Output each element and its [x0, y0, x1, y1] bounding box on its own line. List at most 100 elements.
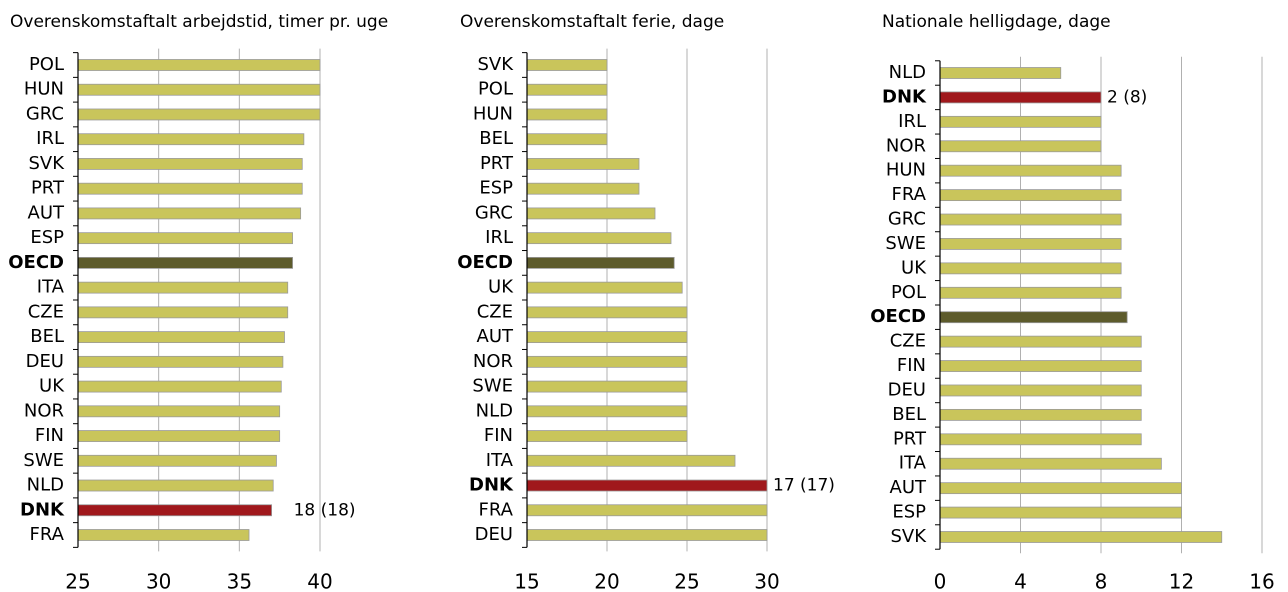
bar: [526, 380, 688, 393]
bar: [526, 232, 672, 245]
category-label: DEU: [888, 379, 926, 400]
bar: [939, 189, 1122, 202]
category-label: CZE: [28, 301, 64, 322]
bar: [939, 164, 1122, 177]
chart-title: Nationale helligdage, dage: [882, 12, 1111, 32]
bar: [526, 108, 608, 121]
category-label: ESP: [30, 227, 64, 248]
category-label: SWE: [885, 233, 926, 254]
bar: [526, 256, 675, 269]
x-tick-label: 12: [1169, 570, 1194, 592]
bar: [939, 140, 1102, 153]
category-label: DNK: [469, 475, 514, 496]
bar: [526, 207, 656, 220]
category-label: SWE: [23, 450, 64, 471]
bar: [939, 67, 1062, 79]
bar: [77, 182, 303, 195]
bar: [939, 115, 1102, 128]
category-label: FIN: [484, 425, 513, 446]
category-label: OECD: [870, 306, 926, 327]
category-label: NLD: [27, 475, 64, 496]
bar: [77, 207, 302, 220]
category-label: POL: [29, 54, 64, 75]
bar: [939, 91, 1102, 104]
x-tick-label: 15: [514, 570, 539, 592]
bar: [77, 405, 281, 418]
category-label: SVK: [477, 54, 514, 75]
x-tick-label: 25: [65, 570, 90, 592]
category-label: ITA: [37, 277, 65, 298]
category-label: PRT: [31, 178, 65, 199]
x-tick-label: 0: [934, 570, 947, 592]
bar: [526, 182, 640, 195]
category-label: CZE: [477, 301, 513, 322]
bar: [526, 454, 736, 467]
bar: [526, 355, 688, 368]
bar: [939, 360, 1142, 372]
category-label: ITA: [486, 450, 514, 471]
category-label: IRL: [36, 128, 64, 149]
category-label: ESP: [892, 502, 926, 523]
bar: [77, 479, 274, 492]
x-tick-label: 30: [754, 570, 779, 592]
bar: [77, 59, 321, 71]
bar: [939, 482, 1182, 495]
bar: [939, 408, 1142, 421]
category-label: SVK: [28, 153, 65, 174]
annotation: 17 (17): [773, 476, 835, 496]
category-label: NLD: [476, 400, 513, 421]
category-label: ITA: [899, 453, 927, 474]
category-label: NLD: [889, 62, 926, 83]
chart-title: Overenskomstaftalt arbejdstid, timer pr.…: [10, 12, 388, 32]
bar: [77, 331, 285, 344]
x-tick-label: 20: [594, 570, 619, 592]
category-label: FRA: [479, 499, 514, 520]
bar: [526, 405, 688, 418]
bar: [77, 281, 289, 294]
bar: [526, 59, 608, 71]
bar: [77, 83, 321, 96]
category-label: POL: [891, 282, 926, 303]
bar: [77, 454, 277, 467]
bar: [939, 311, 1128, 324]
category-label: AUT: [28, 202, 65, 223]
category-label: UK: [39, 376, 65, 397]
category-label: HUN: [473, 103, 513, 124]
category-label: BEL: [479, 128, 513, 149]
bar: [77, 133, 305, 146]
category-label: SWE: [472, 376, 513, 397]
bar: [939, 457, 1162, 470]
bar: [526, 479, 768, 492]
category-label: PRT: [893, 428, 927, 449]
category-label: GRC: [26, 103, 64, 124]
category-label: NOR: [24, 400, 64, 421]
category-label: UK: [488, 277, 514, 298]
category-label: DNK: [20, 499, 65, 520]
bar: [77, 430, 281, 442]
category-label: OECD: [457, 252, 513, 273]
bar: [77, 355, 284, 368]
category-label: GRC: [475, 202, 513, 223]
category-label: AUT: [890, 477, 927, 498]
category-label: BEL: [892, 404, 926, 425]
category-label: OECD: [8, 252, 64, 273]
bar: [526, 133, 608, 146]
bar: [77, 256, 293, 269]
x-tick-label: 16: [1249, 570, 1274, 592]
bar: [526, 504, 768, 517]
x-tick-label: 35: [227, 570, 252, 592]
category-label: BEL: [30, 326, 64, 347]
bar: [939, 238, 1122, 250]
x-tick-label: 4: [1014, 570, 1027, 592]
category-label: FIN: [897, 355, 926, 376]
category-label: DEU: [26, 351, 64, 372]
category-label: FRA: [30, 524, 65, 545]
bar: [939, 384, 1142, 397]
bar: [939, 433, 1142, 446]
annotation: 2 (8): [1107, 87, 1147, 107]
category-label: CZE: [890, 331, 926, 352]
category-label: ESP: [479, 178, 513, 199]
category-label: POL: [478, 79, 513, 100]
bar: [526, 529, 768, 541]
